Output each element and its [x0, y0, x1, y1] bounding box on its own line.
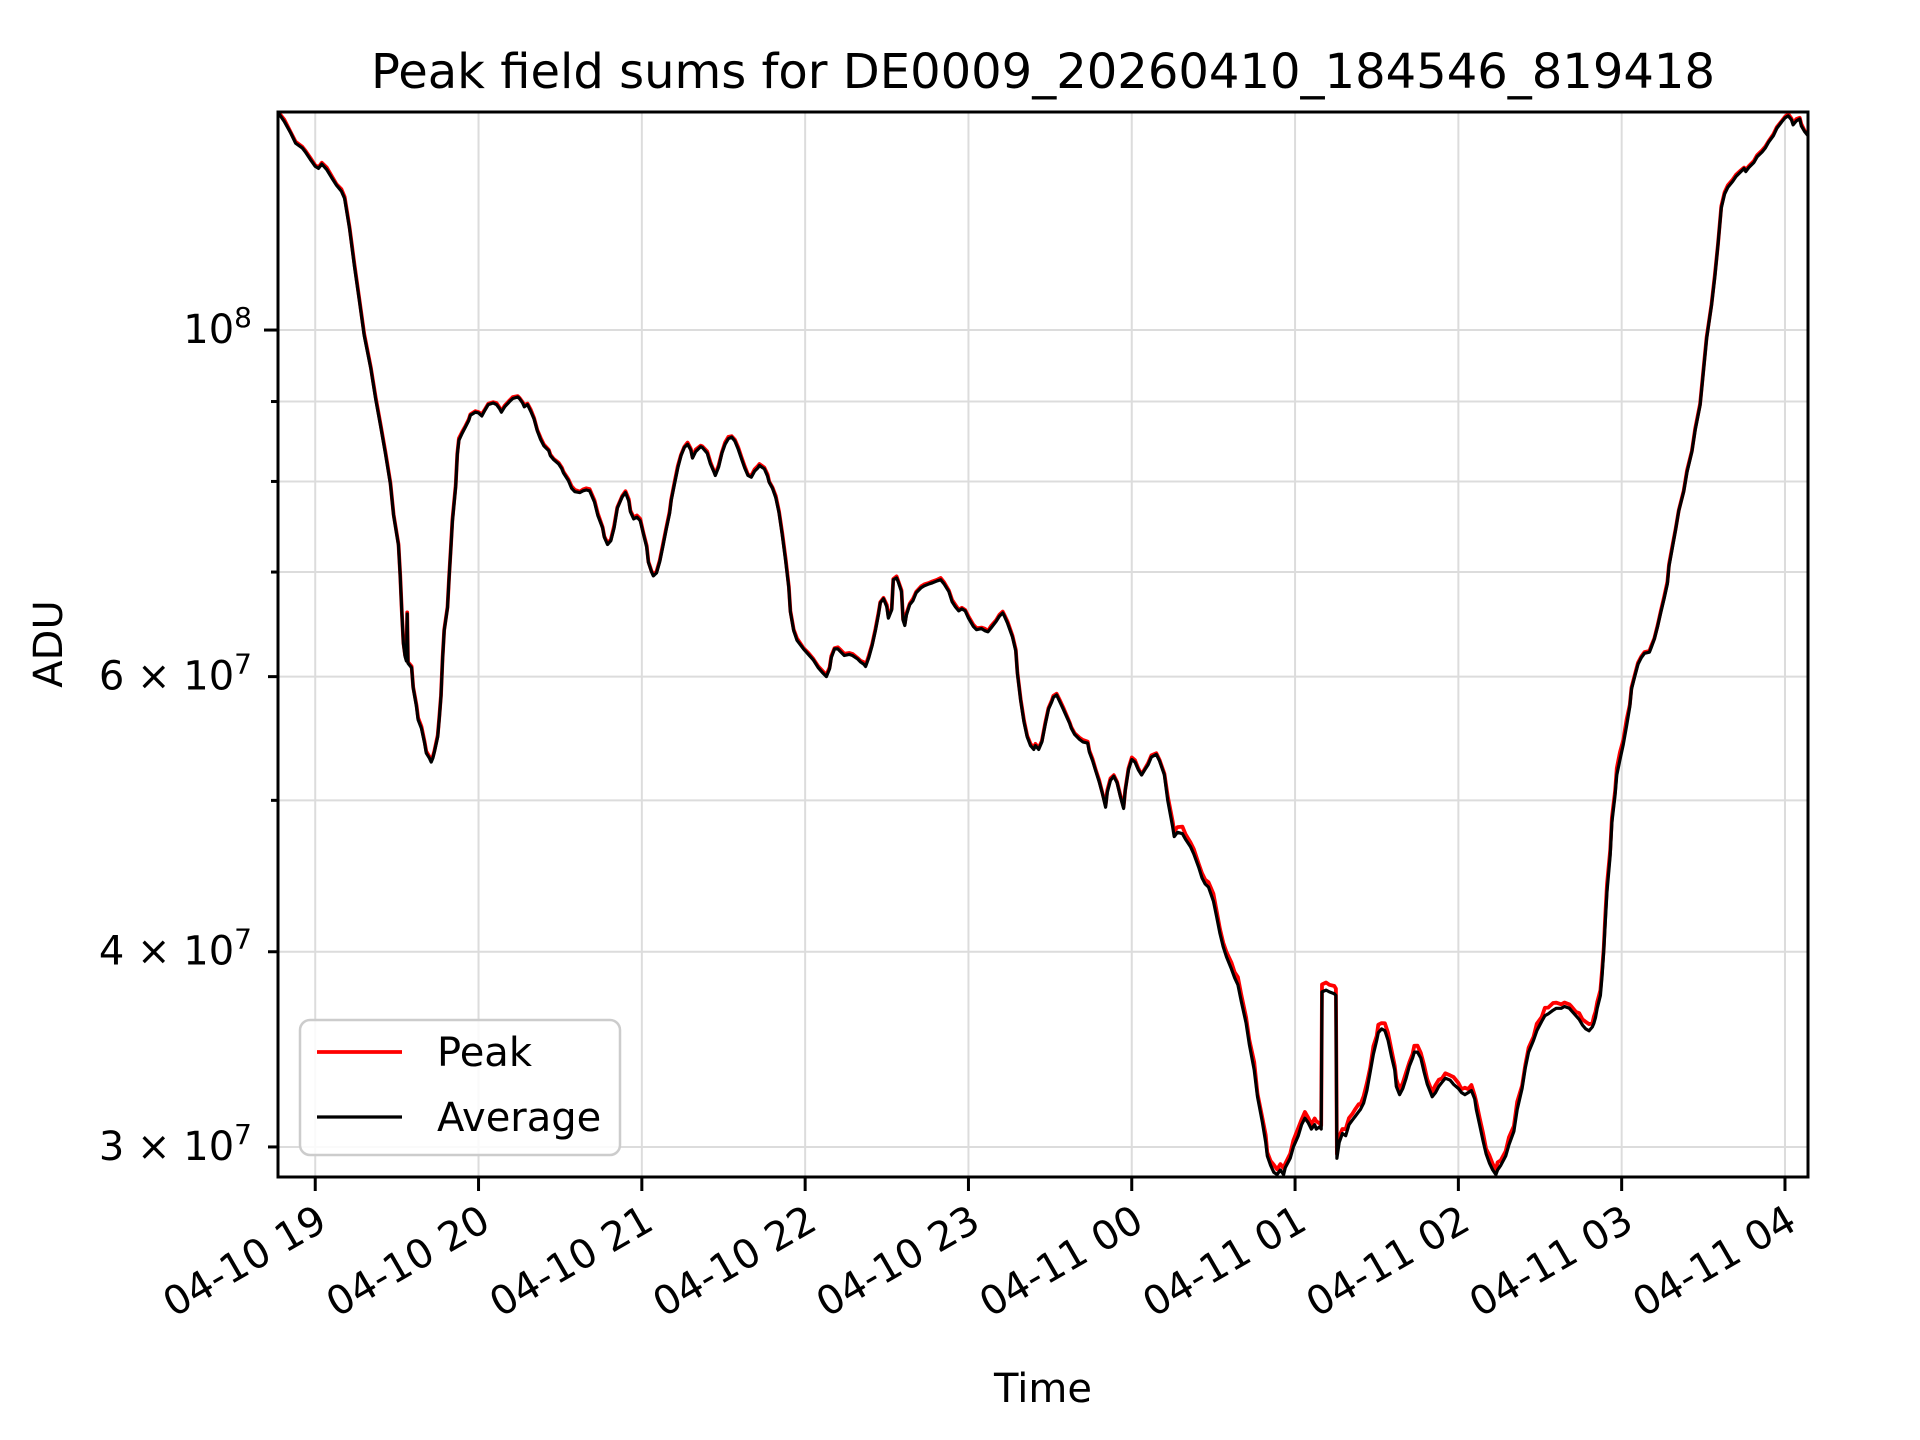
- x-tick-label: 04-11 03: [1462, 1197, 1641, 1327]
- series-peak-line: [278, 112, 1808, 1173]
- legend-label-average: Average: [437, 1095, 601, 1141]
- x-tick-label: 04-10 21: [482, 1197, 661, 1327]
- x-tick-label: 04-10 19: [155, 1197, 334, 1327]
- y-tick-label: 6 × 107: [99, 648, 252, 700]
- x-tick-label: 04-11 02: [1299, 1197, 1478, 1327]
- legend: Peak Average: [298, 1018, 622, 1157]
- y-tick-label: 108: [183, 301, 252, 353]
- y-tick-label: 3 × 107: [99, 1118, 252, 1170]
- series-average-line: [278, 112, 1808, 1177]
- legend-label-peak: Peak: [437, 1030, 533, 1076]
- x-tick-label: 04-11 00: [972, 1197, 1151, 1327]
- data-series: [278, 112, 1808, 1177]
- x-tick-label: 04-10 23: [809, 1197, 988, 1327]
- x-tick-label: 04-10 20: [319, 1197, 498, 1327]
- axis-ticks: [264, 328, 1787, 1191]
- plot-border: [276, 110, 1810, 1179]
- y-axis-label: ADU: [26, 600, 72, 687]
- x-tick-label: 04-11 04: [1625, 1197, 1804, 1327]
- x-tick-label: 04-11 01: [1135, 1197, 1314, 1327]
- y-tick-label: 4 × 107: [99, 923, 252, 975]
- x-tick-label: 04-10 22: [645, 1197, 824, 1327]
- x-axis-label: Time: [993, 1366, 1092, 1412]
- chart-title: Peak field sums for DE0009_20260410_1845…: [371, 44, 1715, 100]
- grid-lines: [278, 112, 1808, 1177]
